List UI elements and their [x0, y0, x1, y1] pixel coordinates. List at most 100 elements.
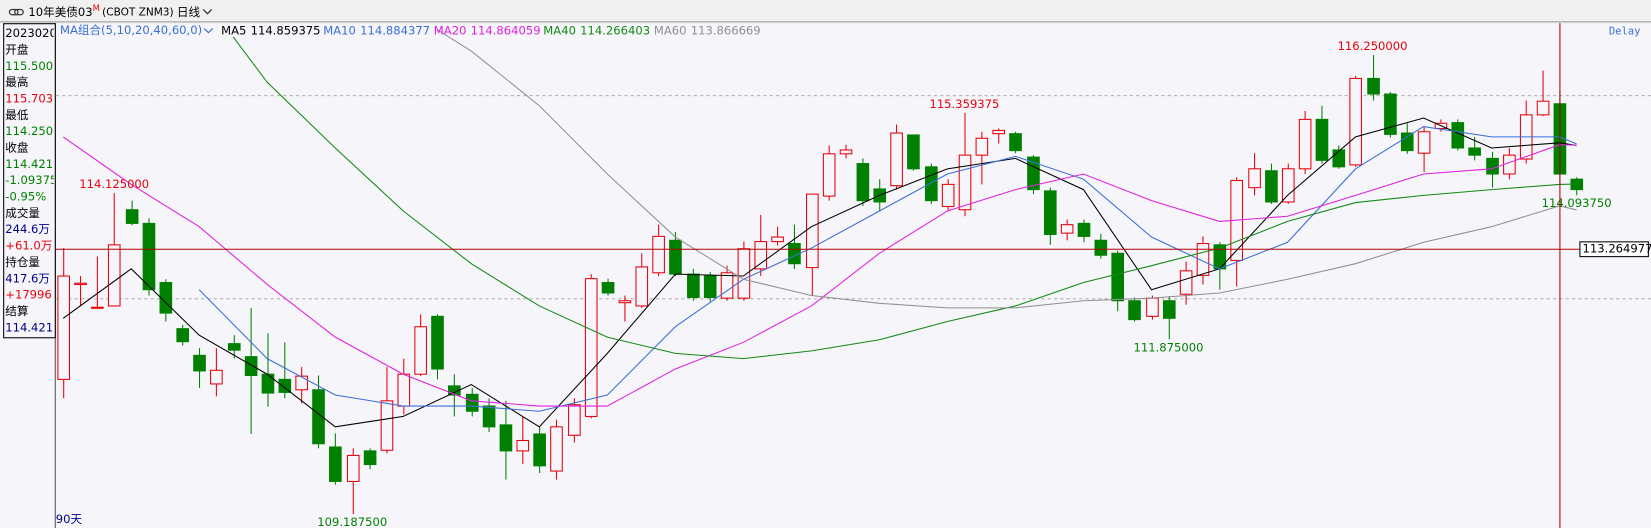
high-label: 115.359375: [929, 97, 999, 111]
legend-value: 114.884377: [360, 23, 430, 37]
candle-body: [890, 132, 903, 187]
candle-body: [1281, 168, 1295, 203]
candle-body: [57, 275, 71, 380]
candle-body: [295, 375, 308, 391]
candle-body: [1367, 77, 1380, 95]
info-line: -1.09375: [5, 173, 57, 187]
legend-name: MA20: [434, 23, 467, 37]
candle-body: [448, 385, 461, 396]
candle-body: [431, 315, 444, 370]
legend-entry: MA10 114.884377: [323, 23, 430, 37]
symbol-code: (CBOT ZNM3): [102, 7, 173, 19]
candle-body: [703, 275, 717, 299]
info-panel-content: 20230203 开盘 115.500 最高 115.703 最低 114.250 收盘 114…: [5, 26, 64, 334]
candle-body: [1417, 131, 1431, 154]
candle-body: [941, 183, 955, 208]
candle-body: [210, 369, 223, 385]
legend-name: MA5: [221, 23, 246, 37]
info-line: 开盘: [5, 43, 29, 57]
candle-body: [1503, 154, 1516, 175]
legend-name: MA40: [543, 23, 576, 37]
candle-body: [1384, 93, 1397, 135]
candle-body: [499, 424, 513, 452]
info-line: 244.6万: [5, 222, 50, 236]
candle-body: [142, 222, 156, 291]
candle-body: [1248, 168, 1261, 189]
candle-body: [669, 239, 682, 275]
candle-body: [635, 266, 649, 307]
candle-body: [346, 454, 360, 482]
ma-group-label[interactable]: MA组合(5,10,20,40,60,0): [60, 23, 202, 37]
candle-body: [584, 278, 598, 417]
candle-body: [176, 328, 190, 343]
candle-body: [1077, 222, 1091, 237]
candle-body: [907, 134, 920, 170]
candle-body: [618, 300, 632, 304]
ma-line: [232, 36, 1577, 360]
ma-group-chevron[interactable]: [203, 28, 214, 34]
toolbar: [0, 0, 1651, 22]
candle-body: [1468, 147, 1481, 156]
info-line: -0.95%: [5, 190, 46, 204]
candle-body: [1315, 118, 1329, 161]
low-label: 114.093750: [1542, 196, 1612, 210]
candle-body: [1060, 224, 1074, 234]
legend-entry: MA40 114.266403: [543, 23, 650, 37]
candle-body: [754, 241, 768, 270]
candle-body: [261, 373, 275, 394]
info-line: 114.4218: [5, 320, 60, 334]
candle-body: [329, 446, 342, 482]
candle-body: [159, 282, 173, 314]
legend-value: 114.266403: [580, 23, 650, 37]
low-label: 109.187500: [317, 515, 387, 528]
info-line: 20230203: [5, 26, 64, 40]
candle-body: [482, 405, 496, 428]
legend-entry: MA20 114.864059: [434, 23, 541, 37]
candle-body: [687, 273, 700, 299]
candle-body: [1094, 239, 1108, 256]
period-selector[interactable]: 日线: [177, 5, 201, 19]
info-line: +61.0万: [5, 239, 52, 253]
candle-body: [107, 244, 121, 307]
candle-body: [806, 193, 819, 269]
symbol-badge: M: [93, 3, 100, 13]
high-label: 114.125000: [79, 177, 149, 191]
symbol-name[interactable]: 10年美债03: [28, 5, 92, 19]
info-panel: [3, 23, 56, 339]
ma-line: [62, 117, 1577, 428]
info-line: 115.500: [5, 59, 53, 73]
candle-body: [1111, 252, 1125, 302]
crosshair-price: 113.264977: [1583, 242, 1651, 256]
link-icon[interactable]: [8, 8, 24, 16]
info-line: +17996: [5, 288, 52, 302]
candle-body: [397, 373, 411, 407]
candle-body: [1332, 149, 1346, 168]
candle-body: [1486, 157, 1499, 175]
high-label: 116.250000: [1338, 39, 1408, 53]
ma-line: [198, 126, 1577, 412]
legend-value: 114.859375: [251, 23, 321, 37]
period-count: 90天: [56, 512, 83, 526]
candle-body: [414, 326, 427, 375]
candle-body: [601, 282, 615, 294]
candle-body: [1349, 77, 1362, 166]
candle-body: [1146, 297, 1159, 317]
candle-body: [516, 439, 530, 452]
legend-value: 113.866669: [691, 23, 761, 37]
candle-body: [380, 400, 394, 451]
candle-body: [975, 137, 989, 156]
candle-body: [1009, 133, 1022, 152]
candle-body: [193, 354, 206, 372]
info-line: 114.4218: [5, 157, 60, 171]
delay-label: Delay: [1609, 26, 1641, 38]
period-chevron[interactable]: [202, 9, 213, 15]
candle-body: [839, 149, 853, 155]
info-line: 收盘: [5, 141, 29, 155]
candle-body: [363, 450, 377, 466]
legend-entry: MA60 113.866669: [654, 23, 761, 37]
candle-body: [822, 153, 836, 197]
info-line: 最低: [5, 108, 29, 122]
info-line: 114.250: [5, 124, 53, 138]
candle-body: [652, 235, 665, 274]
candle-body: [550, 426, 563, 472]
